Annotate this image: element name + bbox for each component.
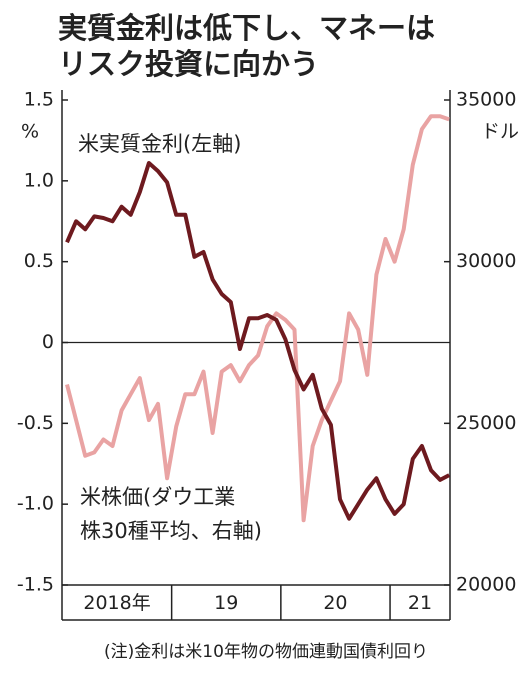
- y-tick-label: 1.5: [24, 89, 54, 111]
- y2-tick-label: 20000: [456, 574, 516, 596]
- y-tick-label: -1.5: [17, 574, 54, 596]
- chart-title: リスク投資に向かう: [58, 47, 319, 81]
- series-label: 株30種平均、右軸): [80, 519, 262, 543]
- chart-title: 実質金利は低下し、マネーは: [58, 11, 435, 45]
- y2-axis-unit: ドル: [481, 121, 519, 143]
- series-label: 米株価(ダウ工業: [80, 485, 235, 509]
- y-tick-label: 1.0: [24, 169, 54, 191]
- x-tick-label: 21: [408, 592, 432, 614]
- series-line: [65, 114, 450, 523]
- y-tick-label: 0.5: [24, 250, 54, 272]
- x-tick-label: 2018年: [83, 592, 150, 614]
- y2-tick-label: 35000: [456, 89, 516, 111]
- series-label: 米実質金利(左軸): [78, 132, 241, 156]
- y-tick-label: -1.0: [17, 493, 54, 515]
- footnote: (注)金利は米10年物の物価連動国債利回り: [104, 642, 428, 662]
- series-line: [65, 161, 451, 521]
- y-tick-label: -0.5: [17, 412, 54, 434]
- y2-tick-label: 30000: [456, 250, 516, 272]
- y-tick-label: 0: [42, 331, 54, 353]
- y-axis-unit: %: [21, 121, 39, 143]
- x-tick-label: 19: [214, 592, 238, 614]
- x-tick-label: 20: [323, 592, 347, 614]
- y2-tick-label: 25000: [456, 412, 516, 434]
